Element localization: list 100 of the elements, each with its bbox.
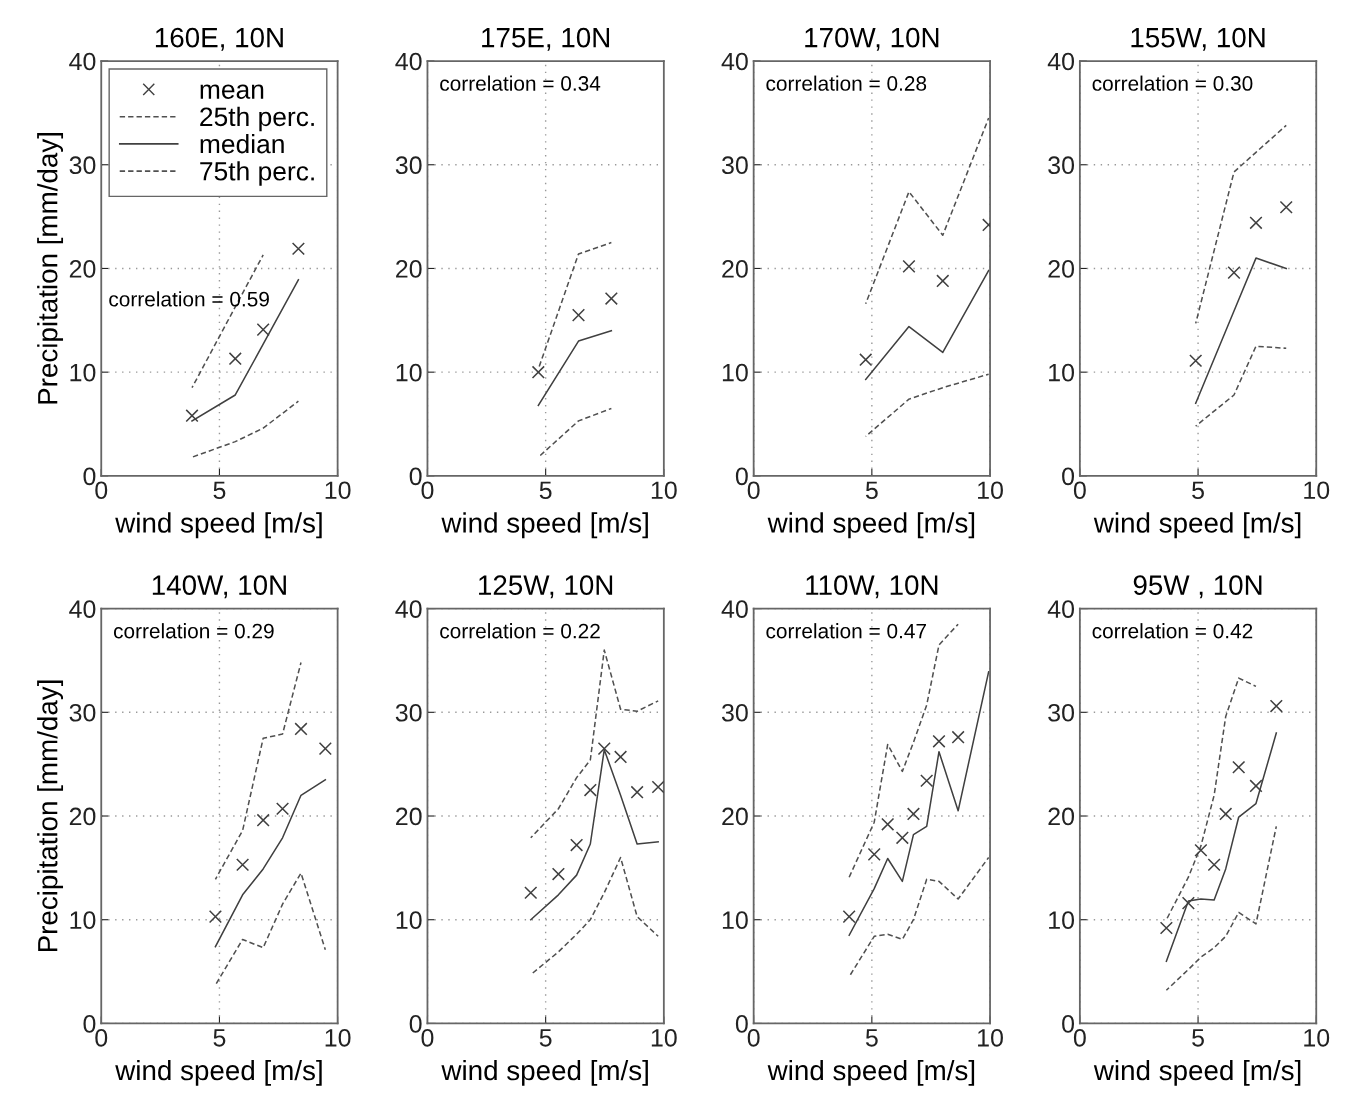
y-tick-label: 10 <box>70 911 96 930</box>
legend-label: 75th perc. <box>200 161 314 186</box>
x-tick-label: 5 <box>865 481 878 500</box>
y-tick-label: 0 <box>1062 467 1075 486</box>
x-tick-label: 10 <box>1304 1028 1330 1047</box>
y-tick-label: 40 <box>69 600 96 618</box>
y-tick-label: 40 <box>395 600 422 618</box>
y-tick-label: 30 <box>721 703 748 722</box>
point <box>208 910 222 924</box>
chart-title: 170W, 10N <box>805 27 939 51</box>
point <box>951 730 965 744</box>
y-axis-title: Precipitation [mm/day] <box>37 133 64 404</box>
annotation: correlation = 0.29 <box>113 623 274 639</box>
y-tick-label: 30 <box>69 156 96 175</box>
point <box>932 734 946 748</box>
point <box>604 291 618 306</box>
y-tick-label: 0 <box>409 467 422 486</box>
x-tick-label: 10 <box>651 481 677 500</box>
y-tick-label: 0 <box>83 467 96 486</box>
point <box>583 783 597 797</box>
x-axis-title: wind speed [m/s] <box>441 1059 648 1086</box>
point <box>291 242 305 256</box>
point <box>1227 266 1241 280</box>
line-series <box>1194 345 1287 427</box>
legend-label: 25th perc. <box>200 106 314 132</box>
x-tick-label: 5 <box>865 1029 878 1047</box>
annotation: correlation = 0.34 <box>440 75 601 91</box>
x-axis-title: wind speed [m/s] <box>441 512 648 539</box>
point <box>236 858 250 872</box>
point <box>936 274 950 288</box>
line-series <box>1165 732 1278 962</box>
x-axis-title: wind speed [m/s] <box>115 512 322 539</box>
line-series <box>864 117 990 305</box>
y-tick-label: 30 <box>395 703 422 722</box>
point <box>859 353 873 367</box>
point <box>842 910 856 924</box>
point <box>1194 843 1208 857</box>
y-tick-label: 10 <box>722 363 748 382</box>
legend-label: median <box>200 134 284 154</box>
point <box>597 742 611 756</box>
x-tick-label: 10 <box>325 1028 351 1047</box>
chart-title: 125W, 10N <box>479 575 613 599</box>
chart-title: 175E, 10N <box>482 27 610 51</box>
point <box>1279 200 1293 214</box>
y-tick-label: 40 <box>1047 600 1075 618</box>
point <box>906 807 921 821</box>
y-tick-label: 40 <box>1047 52 1075 71</box>
point <box>1219 807 1233 821</box>
y-tick-label: 10 <box>70 363 96 382</box>
x-tick-label: 10 <box>325 481 351 500</box>
line-series <box>529 649 659 839</box>
line-series <box>214 872 327 986</box>
y-tick-label: 20 <box>69 260 96 278</box>
line-series <box>1165 677 1257 921</box>
y-tick-label: 20 <box>396 260 422 278</box>
y-axis-title: Precipitation [mm/day] <box>37 680 64 952</box>
point <box>531 365 545 379</box>
x-tick-label: 5 <box>539 481 552 500</box>
x-tick-label: 5 <box>213 1029 226 1047</box>
x-tick-label: 0 <box>747 1028 760 1047</box>
x-tick-label: 10 <box>1304 481 1330 500</box>
chart-title: 140W, 10N <box>152 575 286 599</box>
point <box>570 838 584 852</box>
x-tick-label: 5 <box>539 1029 552 1047</box>
y-tick-label: 30 <box>1048 703 1075 722</box>
point <box>551 867 565 881</box>
line-series <box>214 778 327 948</box>
x-tick-label: 5 <box>1192 481 1204 500</box>
point <box>614 750 628 764</box>
point <box>867 847 881 861</box>
x-axis-title: wind speed [m/s] <box>767 1059 975 1086</box>
point <box>294 722 308 736</box>
x-tick-label: 0 <box>421 1028 434 1047</box>
y-tick-label: 30 <box>69 703 96 722</box>
annotation: correlation = 0.47 <box>766 623 926 639</box>
y-tick-label: 0 <box>735 467 748 486</box>
y-tick-label: 10 <box>722 911 748 930</box>
y-tick-label: 10 <box>1049 363 1075 382</box>
point <box>1269 699 1283 713</box>
legend-label: mean <box>200 84 264 99</box>
point <box>630 785 644 799</box>
annotation: correlation = 0.22 <box>440 623 600 639</box>
x-tick-label: 5 <box>1192 1029 1204 1047</box>
point <box>275 802 290 816</box>
point <box>1159 921 1173 935</box>
line-series <box>214 661 302 881</box>
y-tick-label: 0 <box>83 1015 96 1033</box>
y-tick-label: 10 <box>1049 911 1075 930</box>
x-tick-label: 10 <box>978 1028 1003 1047</box>
point <box>1249 779 1263 793</box>
x-tick-label: 0 <box>747 481 760 500</box>
annotation: correlation = 0.28 <box>766 75 927 91</box>
y-tick-label: 40 <box>721 600 748 618</box>
y-tick-label: 0 <box>1062 1015 1075 1033</box>
point <box>920 774 934 788</box>
point <box>318 742 332 756</box>
y-tick-label: 10 <box>396 363 422 382</box>
y-tick-label: 30 <box>1048 156 1075 175</box>
chart-title: 155W, 10N <box>1131 27 1265 51</box>
x-tick-label: 0 <box>95 1028 108 1047</box>
